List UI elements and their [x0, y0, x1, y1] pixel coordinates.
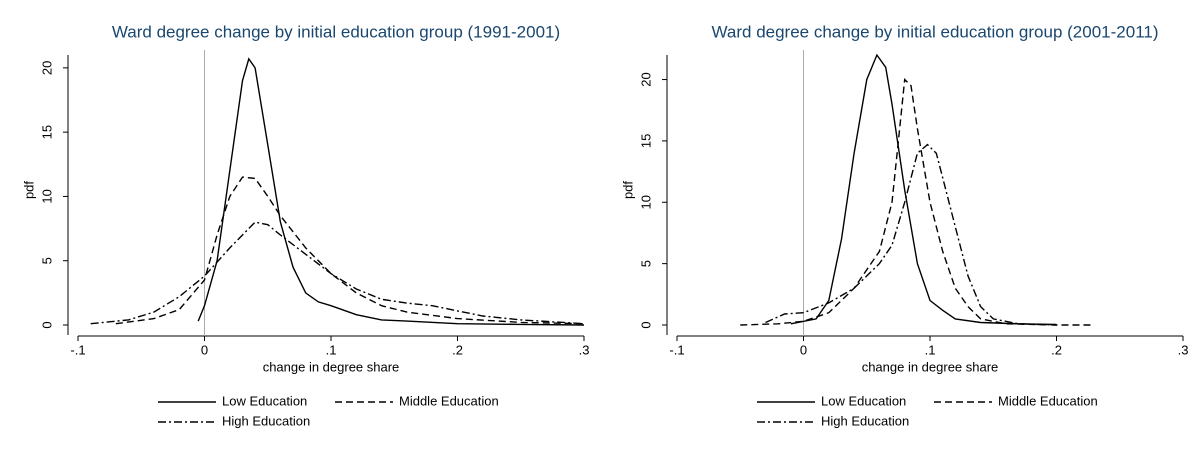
- x-axis-label: change in degree share: [862, 359, 999, 374]
- y-tick-label: 20: [638, 72, 653, 86]
- density-line: [790, 53, 1057, 326]
- density-line: [90, 221, 585, 325]
- x-axis-label: change in degree share: [263, 359, 400, 374]
- legend-label: High Education: [222, 413, 310, 428]
- x-tick-label: .1: [925, 342, 936, 357]
- x-tick-label: .2: [452, 342, 463, 357]
- y-tick-label: 5: [638, 260, 653, 267]
- legend-label: Middle Education: [998, 393, 1098, 408]
- y-tick-label: 15: [39, 125, 54, 139]
- legend-label: High Education: [821, 413, 909, 428]
- y-tick-label: 5: [39, 257, 54, 264]
- x-tick-label: -.1: [669, 342, 684, 357]
- x-tick-label: 0: [201, 342, 208, 357]
- legend-label: Middle Education: [399, 393, 499, 408]
- y-tick-label: 0: [638, 321, 653, 328]
- y-axis-label: pdf: [21, 181, 36, 199]
- y-tick-label: 10: [39, 189, 54, 203]
- density-line: [197, 57, 585, 326]
- y-tick-label: 20: [39, 61, 54, 75]
- legend-label: Low Education: [222, 393, 307, 408]
- density-line: [740, 77, 1095, 326]
- density-line: [765, 143, 1057, 326]
- y-tick-label: 0: [39, 321, 54, 328]
- density-line: [115, 176, 585, 325]
- legend-label: Low Education: [821, 393, 906, 408]
- chart-title: Ward degree change by initial education …: [112, 22, 560, 41]
- x-tick-label: .1: [326, 342, 337, 357]
- x-tick-label: 0: [800, 342, 807, 357]
- x-tick-label: -.1: [70, 342, 85, 357]
- y-tick-label: 15: [638, 134, 653, 148]
- x-tick-label: .2: [1051, 342, 1062, 357]
- chart-title: Ward degree change by initial education …: [711, 22, 1158, 41]
- x-tick-label: .3: [579, 342, 590, 357]
- x-tick-label: .3: [1178, 342, 1189, 357]
- y-tick-label: 10: [638, 195, 653, 209]
- y-axis-label: pdf: [620, 181, 635, 199]
